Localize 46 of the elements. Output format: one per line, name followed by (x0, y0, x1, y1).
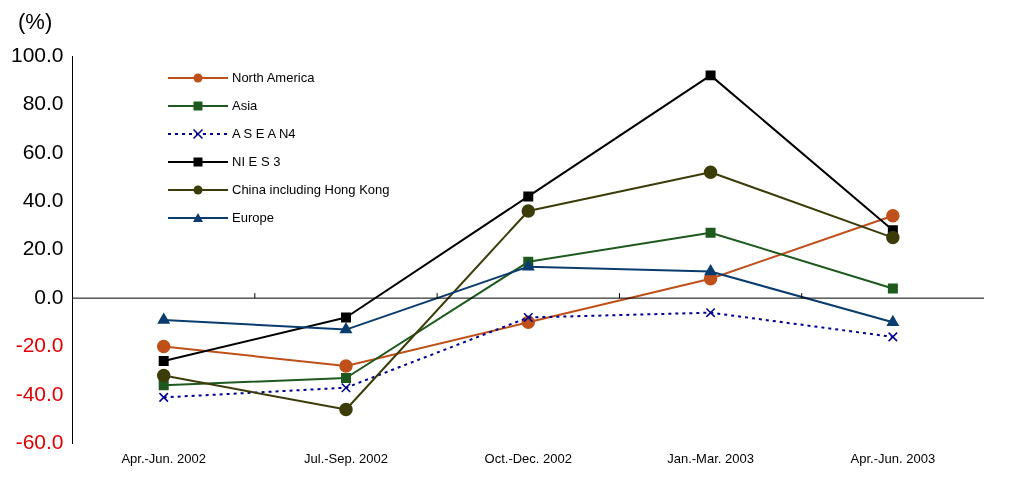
point (886, 315, 899, 327)
point (705, 307, 716, 318)
y-tick-label: 0.0 (34, 284, 64, 308)
x-tick-label: Jan.-Mar. 2003 (667, 450, 754, 466)
x-tick-label: Jul.-Sep. 2002 (304, 450, 388, 466)
x-tick-label: Oct.-Dec. 2002 (484, 450, 572, 466)
y-tick-label: 40.0 (22, 188, 64, 212)
point (340, 322, 352, 334)
point (705, 227, 716, 238)
point (522, 259, 535, 271)
point (886, 209, 900, 223)
point (704, 264, 717, 276)
point (158, 392, 169, 403)
point (340, 312, 351, 323)
y-tick-label: -40.0 (15, 381, 64, 405)
point (157, 313, 170, 324)
point (340, 373, 351, 384)
legend-label: China including Hong Kong (232, 181, 390, 199)
legend-label: A S E A N4 (232, 125, 296, 143)
point (156, 368, 171, 383)
point (523, 312, 534, 323)
y-tick-label: -20.0 (15, 333, 64, 357)
legend-label: Europe (232, 209, 274, 227)
legend-label: Asia (232, 97, 258, 115)
point (339, 402, 353, 417)
point (523, 191, 534, 202)
point (887, 331, 898, 342)
y-tick-label: 60.0 (22, 139, 64, 163)
y-tick-label: 20.0 (22, 236, 64, 260)
point (886, 230, 900, 245)
x-tick-label: Apr.-Jun. 2003 (850, 450, 936, 466)
point (521, 204, 536, 218)
y-axis-title: (%) (18, 9, 53, 35)
y-tick-label: -60.0 (15, 430, 64, 454)
legend-label: NI E S 3 (232, 153, 281, 171)
point (703, 165, 718, 179)
point (158, 356, 169, 367)
legend-label: North America (232, 69, 315, 87)
point (340, 382, 351, 393)
point (339, 359, 353, 373)
point (156, 339, 171, 354)
y-tick-label: 80.0 (22, 91, 64, 115)
x-tick-label: Apr.-Jun. 2002 (121, 450, 206, 466)
point (705, 70, 716, 81)
point (887, 283, 898, 294)
y-tick-label: 100.0 (10, 42, 64, 66)
